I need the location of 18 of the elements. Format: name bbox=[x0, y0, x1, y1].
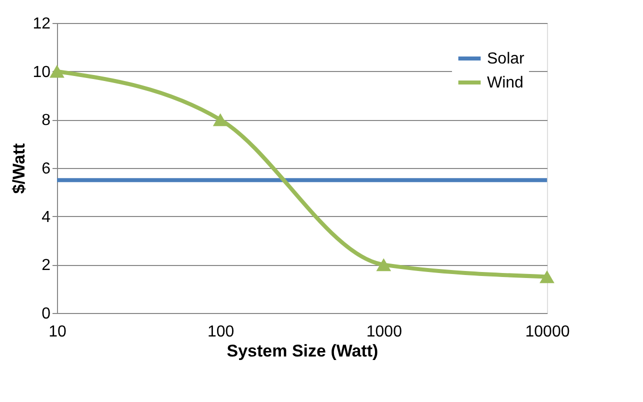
x-axis-title: System Size (Watt) bbox=[226, 342, 378, 360]
point bbox=[376, 258, 392, 272]
y-tick-label: 2 bbox=[42, 257, 51, 274]
point bbox=[50, 64, 64, 78]
x-tick-label: 1000 bbox=[366, 324, 402, 340]
legend-label: Wind bbox=[487, 74, 524, 92]
x-tick-label: 10000 bbox=[525, 324, 570, 340]
y-tick-label: 0 bbox=[42, 306, 51, 322]
point bbox=[212, 113, 228, 126]
y-tick-label: 6 bbox=[42, 160, 51, 178]
y-tick-label: 10 bbox=[32, 64, 51, 81]
y-tick-label: 8 bbox=[42, 112, 51, 130]
legend-label: Solar bbox=[487, 50, 526, 68]
x-tick-label: 100 bbox=[207, 324, 234, 340]
y-tick-label: 12 bbox=[32, 16, 51, 32]
y-tick-label: 4 bbox=[42, 208, 51, 226]
point bbox=[540, 270, 554, 284]
y-axis-title: $/Watt bbox=[10, 142, 29, 194]
